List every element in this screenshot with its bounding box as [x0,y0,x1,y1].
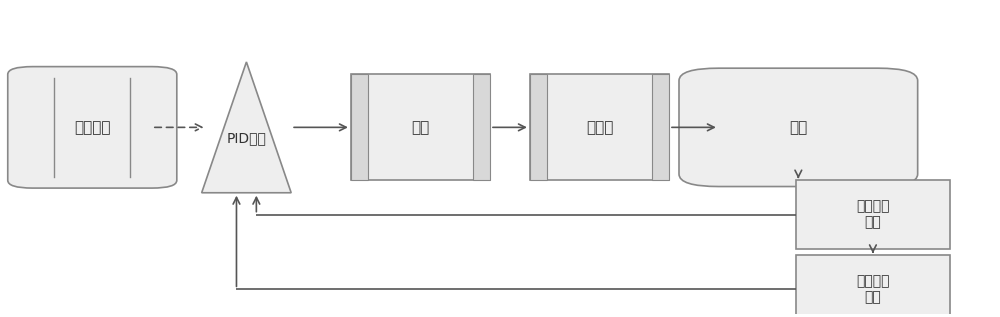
Text: 位移传感
感器: 位移传感 感器 [856,199,890,230]
Polygon shape [351,74,368,180]
Polygon shape [796,255,950,317]
Polygon shape [796,180,950,249]
FancyBboxPatch shape [679,68,918,186]
Polygon shape [530,74,669,180]
Text: 油缸: 油缸 [789,120,807,135]
Text: PID运算: PID运算 [226,131,266,145]
Polygon shape [530,74,547,180]
Text: 输入指令: 输入指令 [74,120,111,135]
Text: 控制阀: 控制阀 [586,120,613,135]
FancyBboxPatch shape [8,67,177,188]
Polygon shape [202,62,291,193]
Polygon shape [351,74,490,180]
Text: 压力传感
感器: 压力传感 感器 [856,274,890,304]
Text: 泵站: 泵站 [411,120,430,135]
Polygon shape [652,74,669,180]
Polygon shape [473,74,490,180]
